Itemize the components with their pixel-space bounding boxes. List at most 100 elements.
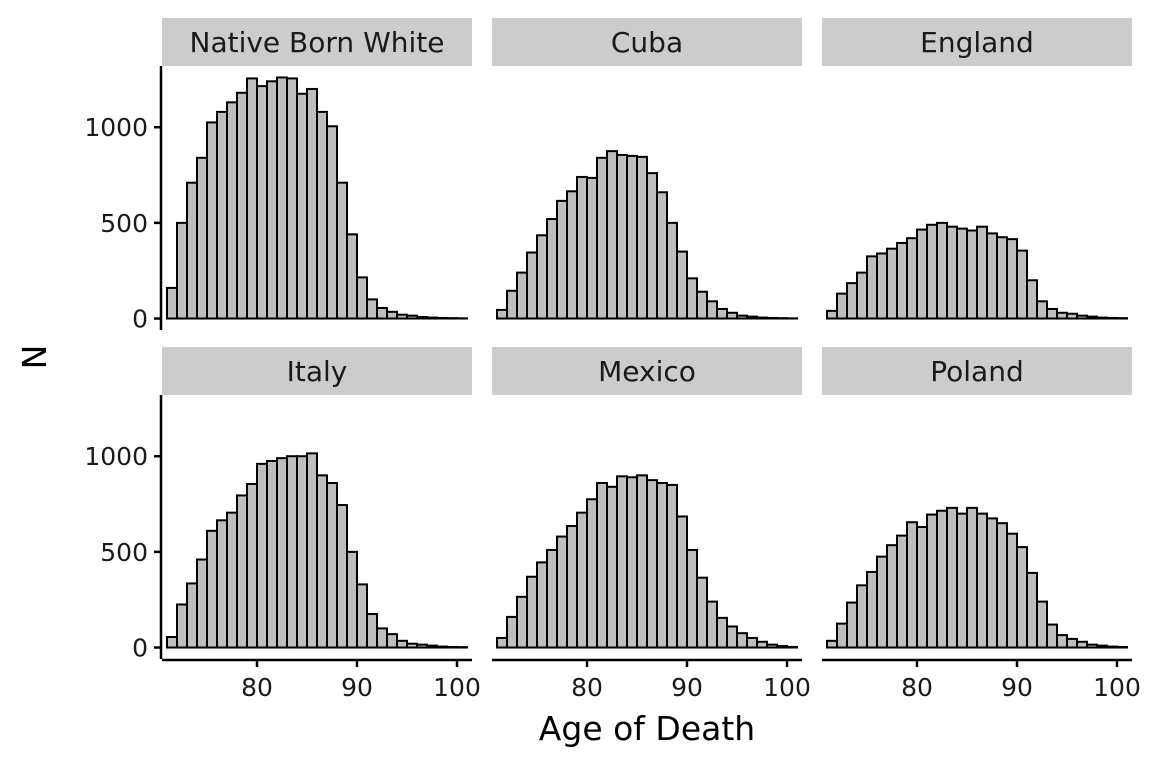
histogram-bar — [897, 536, 907, 648]
histogram-bar — [847, 283, 857, 318]
histogram-bar — [767, 318, 777, 319]
histogram-bar — [397, 641, 407, 648]
histogram-bar — [677, 516, 687, 647]
histogram-bar — [677, 252, 687, 319]
histogram-bar — [1027, 573, 1037, 648]
x-axis-title: Age of Death — [539, 709, 755, 748]
histogram-bar — [1057, 313, 1067, 319]
facet-panel — [497, 475, 797, 647]
y-axis-title: N — [15, 345, 54, 370]
histogram-bar — [307, 89, 317, 319]
x-tick-label: 80 — [901, 673, 933, 702]
histogram-bar — [1057, 635, 1067, 647]
histogram-bar — [727, 626, 737, 647]
histogram-bar — [167, 288, 177, 319]
x-tick-label: 100 — [1093, 673, 1141, 702]
histogram-bar — [437, 647, 447, 648]
histogram-bar — [987, 518, 997, 647]
histogram-bar — [687, 278, 697, 318]
histogram-bar — [867, 256, 877, 318]
histogram-bar — [837, 294, 847, 319]
histogram-bar — [667, 485, 677, 648]
histogram-bar — [537, 235, 547, 318]
histogram-bar — [547, 550, 557, 648]
histogram-bar — [787, 647, 797, 648]
histogram-bar — [167, 637, 177, 648]
histogram-bar — [237, 93, 247, 319]
facet-label: Mexico — [598, 355, 696, 388]
histogram-bar — [267, 461, 277, 648]
histogram-bar — [977, 227, 987, 319]
histogram-bar — [227, 513, 237, 648]
histogram-bar — [1087, 317, 1097, 319]
histogram-bar — [1047, 309, 1057, 319]
histogram-bar — [607, 151, 617, 318]
histogram-bar — [287, 78, 297, 318]
histogram-bar — [987, 233, 997, 318]
histogram-bar — [757, 642, 767, 648]
histogram-bar — [287, 456, 297, 647]
histogram-bar — [1087, 645, 1097, 648]
histogram-bar — [927, 515, 937, 648]
histogram-bar — [647, 173, 657, 318]
histogram-bar — [597, 158, 607, 319]
histogram-bar — [407, 644, 417, 648]
histogram-bar — [1097, 646, 1107, 648]
histogram-bar — [867, 572, 877, 648]
histogram-bar — [527, 253, 537, 319]
histogram-bar — [767, 645, 777, 648]
facet-label: Cuba — [611, 26, 683, 59]
y-tick-label: 500 — [100, 209, 148, 238]
histogram-bar — [827, 641, 837, 648]
histogram-bar — [957, 514, 967, 648]
histogram-bar — [207, 122, 217, 318]
histogram-bar — [897, 243, 907, 319]
histogram-bar — [1097, 318, 1107, 319]
histogram-bar — [177, 604, 187, 647]
histogram-bar — [567, 191, 577, 318]
histogram-bar — [587, 499, 597, 647]
histogram-bar — [447, 647, 457, 648]
histogram-bar — [947, 508, 957, 648]
histogram-bar — [937, 223, 947, 319]
histogram-bar — [1077, 316, 1087, 319]
histogram-bar — [757, 318, 767, 319]
histogram-bar — [327, 483, 337, 648]
histogram-bar — [857, 585, 867, 647]
histogram-bar — [247, 484, 257, 648]
histogram-bar — [517, 597, 527, 648]
histogram-bar — [517, 273, 527, 319]
histogram-bar — [957, 229, 967, 319]
histogram-bar — [347, 552, 357, 648]
x-tick-label: 90 — [671, 673, 703, 702]
histogram-bar — [407, 316, 417, 319]
histogram-bar — [947, 227, 957, 319]
histogram-bar — [187, 583, 197, 647]
facet-panel — [167, 453, 467, 647]
histogram-bar — [177, 223, 187, 319]
histogram-bar — [507, 291, 517, 319]
x-tick-label: 90 — [1001, 673, 1033, 702]
facet-panel — [497, 151, 797, 318]
histogram-bar — [617, 155, 627, 319]
histogram-bar — [277, 458, 287, 647]
histogram-bar — [637, 475, 647, 647]
histogram-bar — [657, 483, 667, 648]
histogram-bar — [1107, 647, 1117, 648]
histogram-bar — [377, 628, 387, 647]
histogram-bar — [997, 237, 1007, 318]
facet-label: Poland — [930, 355, 1023, 388]
histogram-bar — [827, 311, 837, 319]
histogram-bar — [1007, 239, 1017, 318]
histogram-bar — [687, 550, 697, 648]
histogram-bar — [717, 618, 727, 648]
x-tick-label: 100 — [763, 673, 811, 702]
facet-panel — [827, 508, 1127, 648]
facet-label: Native Born White — [190, 26, 445, 59]
histogram-bar — [427, 318, 437, 319]
histogram-bar — [237, 495, 247, 647]
histogram-bar — [697, 292, 707, 319]
histogram-bar — [647, 480, 657, 647]
x-tick-label: 80 — [571, 673, 603, 702]
histogram-bar — [777, 646, 787, 648]
